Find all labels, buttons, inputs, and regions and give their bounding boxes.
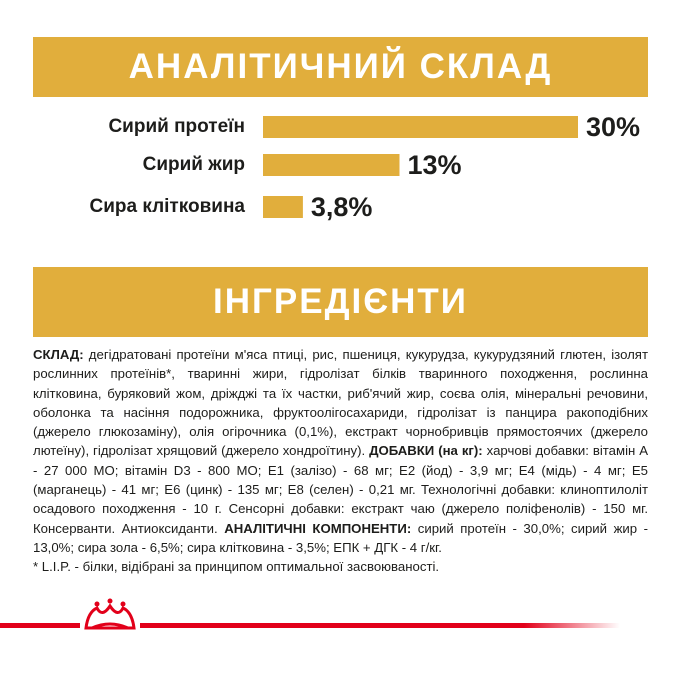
text: сирий протеїн - 30,0%; сирий жир - 13,0%… — [33, 520, 649, 555]
bar — [263, 196, 303, 218]
bar-chart: Сирий протеїн 30% Сирий жир 13% Сира клітков… — [89, 112, 640, 222]
category-label: Сирий протеїн — [108, 116, 245, 137]
section-title: ІНГРЕДІЄНТИ — [33, 267, 648, 337]
footer-logo — [0, 598, 620, 630]
bold-text: ДОБАВКИ (на кг): — [369, 443, 483, 459]
value-label: 13% — [408, 150, 462, 180]
value-label: 3,8% — [311, 192, 373, 222]
value-label: 30% — [586, 112, 640, 142]
bold-text: СКЛАД: — [33, 347, 84, 362]
text: харчові добавки: вітамін А - 27 000 МО; … — [33, 443, 649, 536]
paragraph: * L.I.P. - білки, відібрані за принципом… — [33, 557, 648, 576]
bold-text: АНАЛІТИЧНІ КОМПОНЕНТИ: — [224, 520, 412, 536]
red-line — [0, 623, 80, 628]
category-label: Сира клітковина — [89, 196, 245, 217]
chart-title: АНАЛІТИЧНИЙ СКЛАД — [33, 37, 648, 97]
red-line — [140, 623, 620, 628]
category-label: Сирий жир — [143, 154, 245, 175]
text: дегідратовані протеїни м'яса птиці, рис,… — [33, 347, 648, 459]
crown-logo — [84, 603, 136, 630]
paragraph: СКЛАД: дегідратовані протеїни м'яса птиц… — [33, 345, 648, 557]
bar — [263, 116, 578, 138]
text: * L.I.P. - білки, відібрані за принципом… — [33, 559, 440, 575]
ingredients-text: СКЛАД: дегідратовані протеїни м'яса птиц… — [33, 345, 648, 577]
bar — [263, 154, 400, 176]
